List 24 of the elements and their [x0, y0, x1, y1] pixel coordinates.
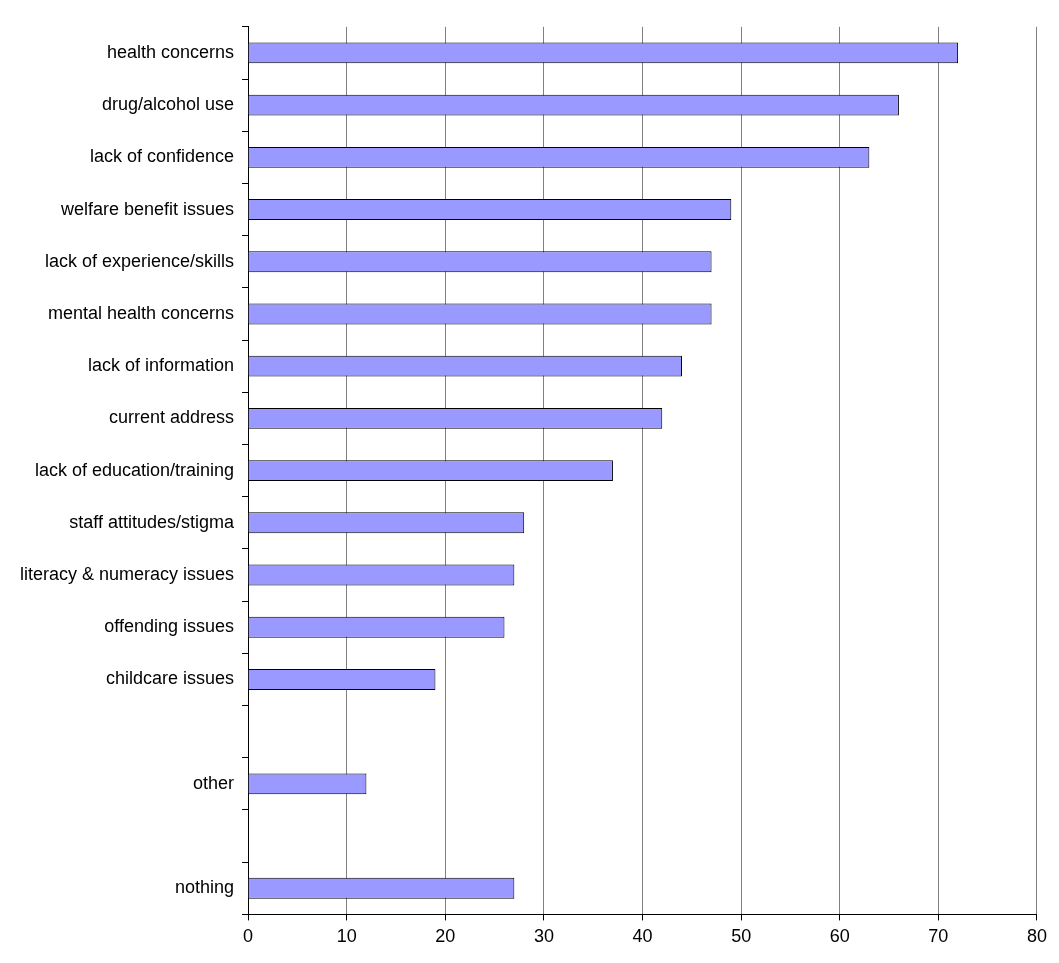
y-tick-label: staff attitudes/stigma	[69, 511, 236, 532]
y-tick-label: health concerns	[106, 41, 235, 62]
x-tick-label: 60	[829, 926, 850, 947]
y-tick-label: lack of education/training	[34, 459, 235, 480]
y-tick-label: welfare benefit issues	[59, 198, 235, 219]
y-tick-label: offending issues	[104, 616, 235, 637]
y-tick-label: lack of confidence	[89, 146, 235, 167]
y-tick-label: lack of experience/skills	[44, 250, 235, 271]
y-tick-label: nothing	[175, 877, 235, 898]
x-tick-label: 70	[928, 926, 949, 947]
y-tick-label: lack of information	[88, 355, 235, 376]
x-tick-label: 80	[1026, 926, 1047, 947]
y-tick-label: current address	[109, 407, 235, 428]
y-tick-label: drug/alcohol use	[101, 94, 235, 115]
y-tick-label: mental health concerns	[47, 302, 235, 323]
x-tick-label: 40	[632, 926, 653, 947]
x-tick-label: 0	[243, 926, 254, 947]
y-tick-label: childcare issues	[106, 668, 235, 689]
y-tick-label: other	[193, 772, 235, 793]
x-tick-label: 30	[533, 926, 554, 947]
x-tick-label: 10	[336, 926, 357, 947]
x-tick-label: 50	[731, 926, 752, 947]
x-tick-label: 20	[435, 926, 456, 947]
y-tick-label: literacy & numeracy issues	[20, 563, 235, 584]
